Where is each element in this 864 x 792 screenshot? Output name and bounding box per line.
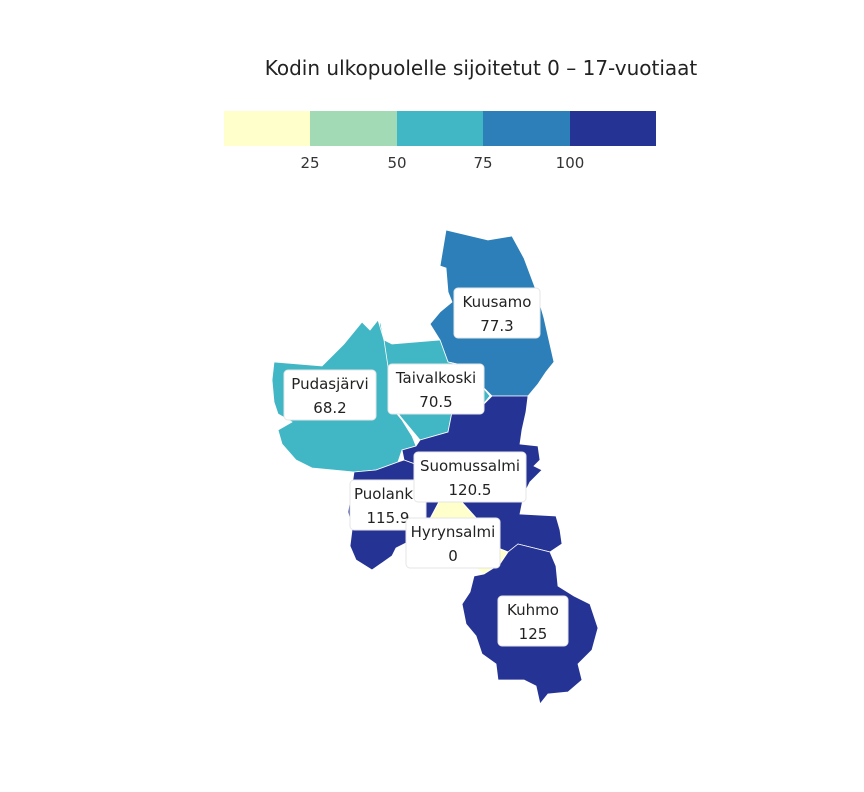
label-value: 68.2 — [313, 399, 346, 417]
legend-tick: 25 — [300, 154, 320, 172]
legend-swatch-1 — [224, 111, 311, 146]
label-kuhmo: Kuhmo 125 — [497, 595, 569, 647]
legend-swatch-2 — [310, 111, 397, 146]
label-value: 0 — [448, 547, 458, 565]
label-name: Pudasjärvi — [291, 375, 368, 393]
label-value: 120.5 — [449, 481, 492, 499]
map-title: Kodin ulkopuolelle sijoitetut 0 – 17-vuo… — [264, 56, 698, 80]
label-pudasjarvi: Pudasjärvi 68.2 — [283, 369, 377, 421]
label-name: Taivalkoski — [395, 369, 476, 387]
legend-tick: 75 — [473, 154, 493, 172]
label-name: Kuhmo — [507, 601, 559, 619]
label-name: Puolanka — [354, 485, 422, 503]
label-name: Hyrynsalmi — [411, 523, 496, 541]
legend-swatch-3 — [396, 111, 484, 146]
legend-swatch-4 — [483, 111, 570, 146]
label-suomussalmi: Suomussalmi 120.5 — [413, 451, 527, 503]
label-name: Suomussalmi — [420, 457, 520, 475]
label-value: 115.9 — [367, 509, 410, 527]
label-kuusamo: Kuusamo 77.3 — [453, 287, 541, 339]
label-value: 70.5 — [419, 393, 452, 411]
legend-swatch-5 — [569, 111, 657, 146]
region-labels: Kuusamo 77.3 Pudasjärvi 68.2 Taivalkoski… — [283, 287, 569, 647]
label-name: Kuusamo — [463, 293, 532, 311]
color-legend — [224, 111, 657, 146]
legend-tick: 100 — [555, 154, 585, 172]
label-value: 77.3 — [480, 317, 513, 335]
label-puolanka: Puolanka 115.9 — [349, 479, 427, 531]
label-value: 125 — [519, 625, 548, 643]
label-hyrynsalmi: Hyrynsalmi 0 — [405, 517, 501, 569]
legend-tick: 50 — [387, 154, 407, 172]
label-taivalkoski: Taivalkoski 70.5 — [387, 363, 485, 415]
